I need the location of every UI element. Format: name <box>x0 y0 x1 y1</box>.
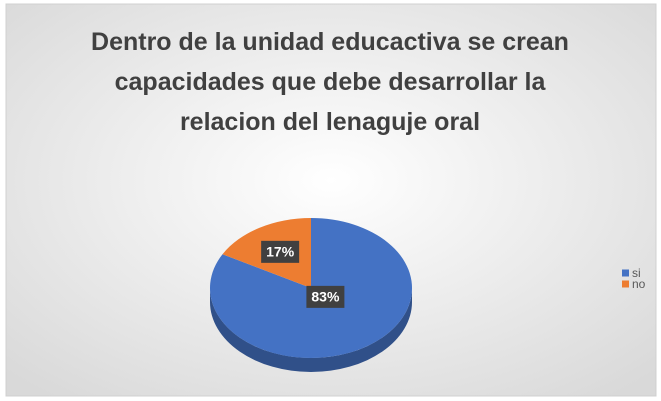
pie-side <box>210 288 412 372</box>
data-label: 83% <box>311 289 340 305</box>
data-label: 17% <box>266 244 295 260</box>
chart-title: Dentro de la unidad educactiva se crean … <box>91 28 569 136</box>
legend-swatch <box>622 280 629 288</box>
data-label-box <box>306 285 345 308</box>
legend-label: si <box>632 266 641 280</box>
data-label-box <box>261 240 300 263</box>
legend-label: no <box>632 277 646 291</box>
pie: 83% 17% <box>209 217 412 372</box>
legend-swatch <box>622 269 629 277</box>
